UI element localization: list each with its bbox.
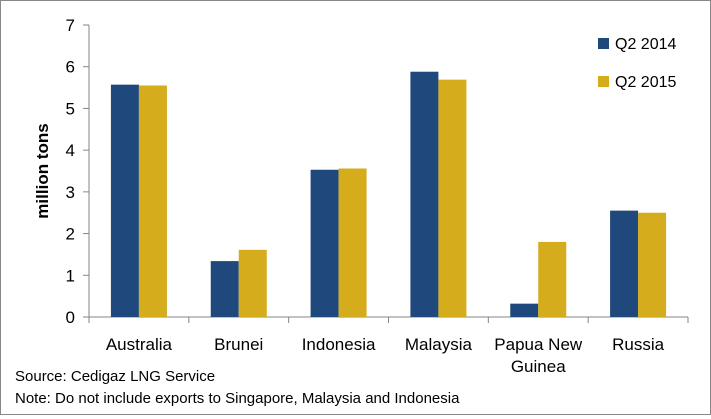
x-tick-label-line: Malaysia (405, 335, 473, 354)
x-tick-label: Russia (612, 335, 665, 354)
x-tick-label-line: Indonesia (302, 335, 376, 354)
chart-bars (110, 71, 667, 317)
legend-swatch (598, 76, 609, 87)
y-tick-label: 6 (66, 58, 75, 77)
chart-legend: Q2 2014 Q2 2015 (598, 36, 676, 91)
bar-q2-2014 (310, 169, 339, 317)
bar-q2-2015 (338, 168, 367, 317)
y-tick-label: 0 (66, 308, 75, 327)
x-tick-label-line: Guinea (511, 357, 566, 376)
y-tick-label: 2 (66, 225, 75, 244)
x-tick-label: Australia (106, 335, 173, 354)
x-tick-label: Brunei (214, 335, 263, 354)
bar-q2-2014 (210, 261, 239, 317)
bar-q2-2015 (438, 79, 467, 317)
bar-q2-2014 (110, 84, 139, 317)
x-tick-label: Malaysia (405, 335, 473, 354)
bar-q2-2015 (638, 212, 667, 317)
x-tick-label-line: Russia (612, 335, 665, 354)
chart-axes: 0 1 2 3 4 5 6 7 Australia Brunei Indonesia Malaysia… (66, 16, 689, 376)
x-tick-label-line: Australia (106, 335, 173, 354)
bar-q2-2014 (510, 303, 539, 317)
x-tick-label: Indonesia (302, 335, 376, 354)
legend-swatch (598, 38, 609, 49)
y-axis-label: million tons (33, 123, 52, 218)
legend-label: Q2 2015 (615, 74, 676, 91)
x-tick-label-line: Papua New (494, 335, 583, 354)
y-tick-label: 3 (66, 183, 75, 202)
y-tick-label: 5 (66, 99, 75, 118)
legend-label: Q2 2014 (615, 36, 676, 53)
y-tick-label: 1 (66, 266, 75, 285)
x-tick-label-line: Brunei (214, 335, 263, 354)
bar-q2-2015 (138, 85, 167, 317)
bar-q2-2014 (610, 210, 639, 317)
bar-q2-2014 (410, 71, 439, 317)
footnote: Note: Do not include exports to Singapor… (15, 390, 460, 407)
source-note: Source: Cedigaz LNG Service (15, 368, 215, 385)
bar-q2-2015 (238, 249, 267, 317)
bar-q2-2015 (538, 241, 567, 317)
x-tick-label: Papua New Guinea (494, 335, 583, 376)
y-tick-label: 4 (66, 141, 75, 160)
y-tick-label: 7 (66, 16, 75, 35)
